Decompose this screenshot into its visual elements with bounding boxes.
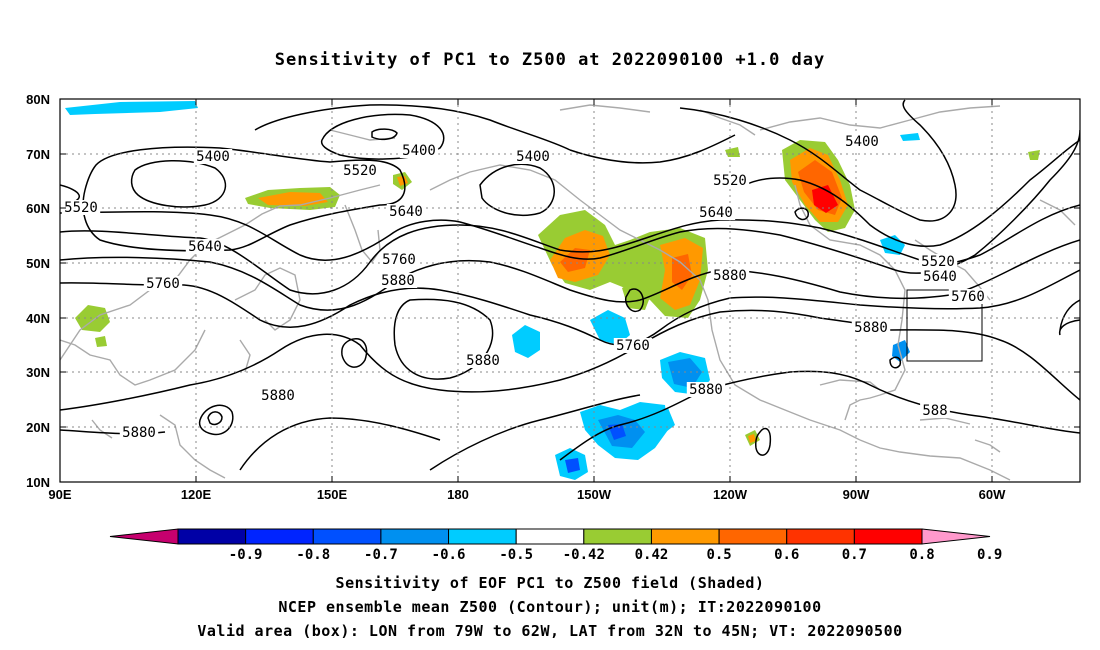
colorbar-swatch [515,528,585,545]
contour-label: 5640 [699,205,733,221]
contour-label: 5520 [713,173,747,189]
neg-patch [650,408,675,435]
pos-patch [560,248,590,272]
lon-label: 120E [181,487,212,502]
pos-patch [748,434,756,443]
caption-line-3: Valid area (box): LON from 79W to 62W, L… [197,622,903,640]
colorbar-tick-label: -0.7 [364,547,398,563]
map-title: Sensitivity of PC1 to Z500 at 2022090100… [274,50,826,70]
lat-label: 80N [26,92,50,107]
colorbar-swatch [448,528,517,545]
lat-axis: 80N 70N 60N 50N 40N 30N 20N 10N [26,92,50,490]
lon-axis: 90E 120E 150E 180 150W 120W 90W 60W [48,487,1006,502]
colorbar-swatch [245,528,314,545]
contour-label: 588 [922,403,947,419]
pos-patch [1028,150,1040,160]
colorbar-swatch [786,528,855,545]
contour-label: 5640 [188,239,222,255]
neg-patch [892,340,910,362]
lat-label: 10N [26,475,50,490]
colorbar-tick-label: 0.5 [706,547,731,563]
colorbar: -0.9 -0.8 -0.7 -0.6 -0.5 -0.42 0.42 0.5 0.6 0.7 0.… [109,528,1002,563]
colorbar-swatch [853,528,923,545]
neg-patch [880,235,905,255]
lat-label: 20N [26,420,50,435]
lon-label: 150W [577,487,612,502]
neg-patch [512,325,540,358]
lon-label: 90E [48,487,71,502]
neg-patch [900,133,920,141]
pos-patch [622,280,652,310]
contour-label: 5400 [516,149,550,165]
contour-label: 5640 [389,204,423,220]
contour-label: 5880 [854,320,888,336]
axis-ticks [59,98,1080,483]
colorbar-tick-label: -0.6 [432,547,466,563]
contour-label: 5760 [146,276,180,292]
lon-label: 150E [317,487,348,502]
lat-label: 70N [26,147,50,162]
colorbar-high-arrow [921,528,991,545]
contour-label: 5400 [845,134,879,150]
contour-label: 5880 [261,388,295,404]
neg-patch [565,458,580,473]
colorbar-tick-label: 0.9 [977,547,1002,563]
colorbar-tick-label: -0.5 [499,547,533,563]
contour-label: 5520 [343,163,377,179]
contour-label: 5640 [923,269,957,285]
lat-label: 50N [26,256,50,271]
pos-patch [95,336,107,347]
colorbar-swatch [650,528,720,545]
caption-line-2: NCEP ensemble mean Z500 (Contour); unit(… [278,598,822,616]
lon-label: 120W [713,487,748,502]
lon-label: 60W [979,487,1006,502]
contour-label: 5880 [466,353,500,369]
colorbar-tick-label: 0.6 [774,547,799,563]
contour-label: 5880 [122,425,156,441]
caption-line-1: Sensitivity of EOF PC1 to Z500 field (Sh… [335,574,765,592]
colorbar-tick-label: 0.42 [635,547,669,563]
neg-patch [65,101,198,115]
neg-patch [668,358,702,388]
colorbar-swatch [380,528,450,545]
colorbar-tick-label: -0.9 [229,547,263,563]
lon-label: 180 [447,487,469,502]
colorbar-swatch [718,528,788,545]
pos-patch [725,147,740,157]
contour-label: 5520 [64,200,98,216]
graticule [60,99,1080,482]
valid-area-box [906,289,983,362]
colorbar-tick-label: 0.7 [842,547,867,563]
contour-label: 5760 [616,338,650,354]
neg-patch [590,310,630,345]
contour-label: 5880 [381,273,415,289]
contour-label: 5400 [402,143,436,159]
colorbar-tick-label: 0.8 [909,547,934,563]
colorbar-swatch [583,528,652,545]
colorbar-tick-label: -0.8 [296,547,330,563]
lon-label: 90W [843,487,870,502]
pos-patch [672,254,692,290]
map-frame [59,98,1081,483]
pos-patch [75,305,110,332]
colorbar-tick-label: -0.42 [563,547,605,563]
colorbar-low-arrow [109,528,179,545]
contour-label: 5520 [921,254,955,270]
colorbar-swatch [312,528,382,545]
lat-label: 30N [26,365,50,380]
colorbar-swatch [177,528,247,545]
contour-label: 5400 [196,149,230,165]
lat-label: 40N [26,311,50,326]
contour-label: 5760 [382,252,416,268]
contour-label: 5880 [713,268,747,284]
pos-patch [812,185,838,213]
contour-label: 5760 [951,289,985,305]
contour-label: 5880 [689,382,723,398]
lat-label: 60N [26,201,50,216]
